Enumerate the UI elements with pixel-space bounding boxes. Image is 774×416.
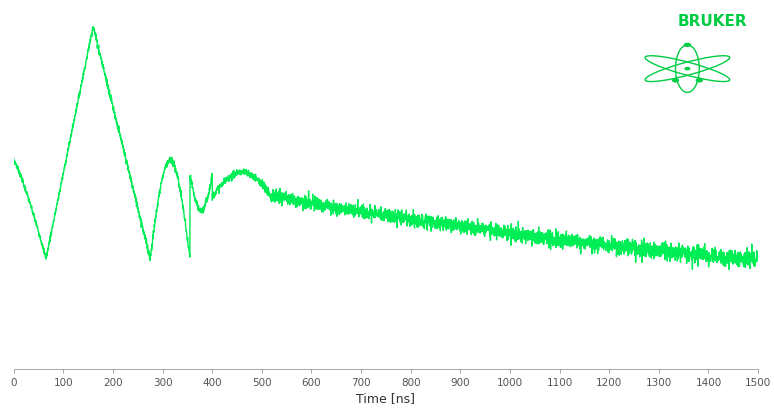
Circle shape	[684, 43, 690, 46]
Circle shape	[673, 79, 679, 82]
Circle shape	[685, 67, 690, 70]
X-axis label: Time [ns]: Time [ns]	[357, 392, 416, 405]
Text: BRUKER: BRUKER	[677, 14, 747, 29]
Circle shape	[697, 79, 702, 82]
